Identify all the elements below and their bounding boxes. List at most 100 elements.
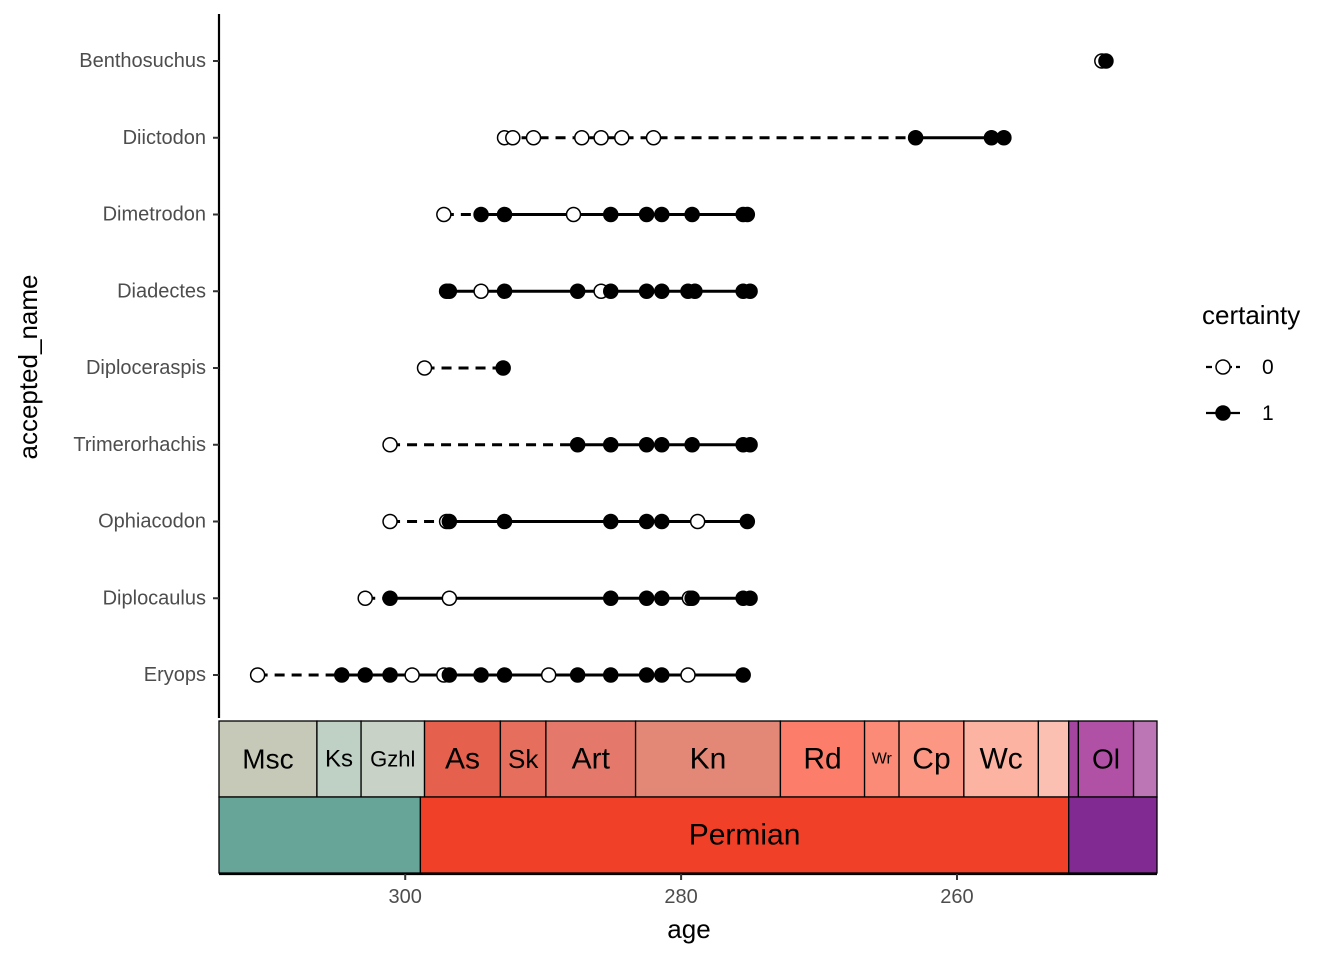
stage-label: Msc: [242, 744, 293, 775]
certain-point-trimerorhachis: [603, 437, 619, 453]
uncertain-point-diictodon: [574, 130, 590, 146]
stage-label: Kn: [690, 743, 727, 776]
stage-box: [634, 720, 782, 798]
certain-point-dimetrodon: [496, 206, 513, 223]
stage-label: Art: [572, 743, 611, 776]
uncertain-point-trimerorhachis: [382, 437, 398, 453]
certain-point-eryops: [735, 667, 751, 683]
stage-label: Rd: [803, 743, 841, 776]
stage-box: [1132, 720, 1158, 798]
stage-label: Sk: [508, 744, 539, 774]
y-tick-label: Benthosuchus: [79, 50, 206, 72]
y-axis-title: accepted_name: [13, 274, 43, 459]
certain-point-diplocaulus: [742, 590, 758, 606]
uncertain-point-diictodon: [645, 130, 662, 146]
stage-label: Gzhl: [370, 747, 415, 772]
uncertain-point-dimetrodon: [565, 206, 582, 223]
certain-point-diadectes: [569, 283, 586, 299]
certain-point-eryops: [654, 667, 670, 683]
certain-point-diadectes: [603, 283, 619, 299]
y-tick-label: Diadectes: [117, 280, 206, 302]
certain-point-diplocaulus: [654, 590, 670, 606]
legend-label-0: 0: [1262, 356, 1274, 379]
certain-point-eryops: [603, 667, 619, 683]
certain-point-diplocaulus: [382, 590, 398, 606]
x-tick-label: 300: [389, 886, 422, 908]
stage-box: [963, 720, 1040, 798]
period-label: Permian: [689, 819, 801, 852]
certain-point-eryops: [569, 667, 586, 683]
certain-point-eryops: [496, 667, 513, 683]
certain-point-diadectes: [742, 283, 758, 299]
certain-point-diadectes: [638, 283, 655, 299]
data-points: [249, 53, 1114, 683]
stage-label: Ol: [1092, 744, 1120, 775]
uncertain-point-diploceraspis: [416, 360, 433, 376]
certain-point-diadectes: [496, 283, 513, 299]
certain-point-benthosuchus: [1098, 53, 1114, 69]
period-box: [218, 796, 422, 874]
stage-label: Cp: [912, 743, 950, 776]
certain-point-trimerorhachis: [742, 437, 758, 453]
uncertain-point-eryops: [540, 667, 557, 683]
x-tick-label: 280: [664, 886, 697, 908]
certain-point-dimetrodon: [603, 206, 619, 223]
stage-box: [863, 720, 900, 798]
stage-box: [1068, 720, 1080, 798]
uncertain-point-ophiacodon: [689, 513, 706, 530]
y-tick-label: Diictodon: [123, 127, 206, 149]
y-tick-label: Trimerorhachis: [73, 434, 206, 456]
certain-point-eryops: [638, 667, 655, 683]
x-tick-label: 260: [940, 886, 973, 908]
certain-point-dimetrodon: [638, 206, 655, 223]
legend-label-1: 1: [1262, 402, 1274, 425]
certain-point-trimerorhachis: [684, 437, 700, 453]
certain-point-dimetrodon: [684, 206, 700, 223]
certain-point-ophiacodon: [496, 513, 513, 530]
legend-key-0: 0: [1206, 356, 1274, 379]
uncertain-point-ophiacodon: [382, 513, 398, 530]
legend-open-circle-icon: [1215, 359, 1231, 375]
stage-box: [423, 720, 502, 798]
stage-label: Ks: [325, 746, 353, 773]
stage-label: As: [445, 743, 480, 776]
certain-point-diplocaulus: [603, 590, 619, 606]
y-tick-label: Diploceraspis: [86, 357, 206, 379]
y-tick-label: Dimetrodon: [103, 204, 206, 226]
certain-point-dimetrodon: [654, 206, 670, 223]
period-box: [1068, 796, 1158, 874]
stage-label: Wc: [979, 743, 1022, 776]
certain-point-eryops: [441, 667, 458, 683]
certain-point-ophiacodon: [441, 513, 458, 530]
certain-point-dimetrodon: [739, 206, 756, 223]
y-tick-label: Eryops: [144, 664, 206, 686]
certain-point-trimerorhachis: [569, 437, 586, 453]
certain-point-diplocaulus: [638, 590, 655, 606]
stage-box: [360, 720, 426, 798]
uncertain-point-diplocaulus: [357, 590, 373, 606]
certain-point-diictodon: [996, 130, 1012, 146]
uncertain-point-dimetrodon: [436, 206, 452, 223]
stage-box: [1037, 720, 1070, 798]
certain-point-diadectes: [687, 283, 703, 299]
certain-point-eryops: [334, 667, 350, 683]
uncertain-point-eryops: [249, 667, 266, 683]
legend-filled-circle-icon: [1215, 405, 1231, 421]
certain-point-diadectes: [654, 283, 670, 299]
stage-box: [218, 720, 318, 798]
uncertain-point-diplocaulus: [441, 590, 458, 606]
certain-point-eryops: [382, 667, 398, 683]
certain-point-diictodon: [907, 130, 924, 146]
certain-point-ophiacodon: [654, 513, 670, 530]
uncertain-point-diictodon: [525, 130, 542, 146]
certain-point-diadectes: [441, 283, 458, 299]
certain-point-eryops: [357, 667, 373, 683]
certain-point-diploceraspis: [495, 360, 511, 376]
certain-point-diplocaulus: [684, 590, 700, 606]
certain-point-trimerorhachis: [654, 437, 670, 453]
uncertain-point-eryops: [680, 667, 696, 683]
y-tick-label: Diplocaulus: [103, 587, 206, 609]
axes: Benthosuchus Diictodon Dimetrodon Diadectes…: [73, 14, 1157, 908]
legend: certainty 0 1: [1202, 300, 1300, 425]
